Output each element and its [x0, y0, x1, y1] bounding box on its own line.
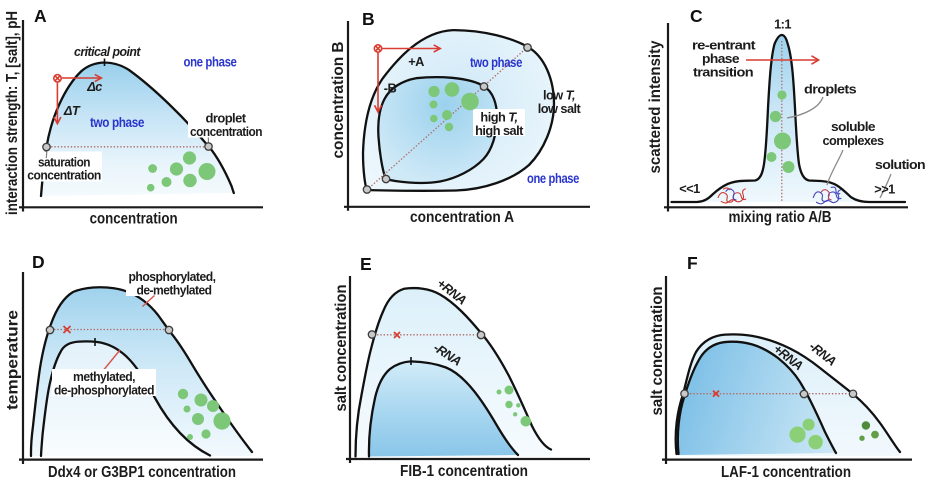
- svg-text:A: A: [34, 6, 47, 26]
- svg-text:two phase: two phase: [90, 115, 145, 130]
- svg-text:-B: -B: [384, 81, 397, 96]
- svg-text:B: B: [362, 9, 375, 29]
- svg-text:two phase: two phase: [470, 55, 523, 70]
- svg-text:transition: transition: [693, 65, 754, 80]
- svg-text:concentration: concentration: [190, 124, 263, 139]
- svg-text:>>1: >>1: [874, 182, 895, 197]
- svg-text:concentration: concentration: [27, 168, 101, 183]
- svg-text:E: E: [360, 254, 372, 274]
- svg-text:solution: solution: [875, 157, 926, 172]
- svg-text:ΔT: ΔT: [63, 103, 81, 118]
- svg-text:mixing ratio A/B: mixing ratio A/B: [729, 209, 832, 226]
- svg-text:phosphorylated,: phosphorylated,: [129, 269, 216, 284]
- svg-text:<<1: <<1: [679, 181, 700, 196]
- svg-text:low T,: low T,: [543, 88, 575, 103]
- svg-text:1:1: 1:1: [774, 17, 791, 32]
- svg-text:salt concentration: salt concentration: [649, 287, 666, 416]
- svg-text:one phase: one phase: [527, 171, 580, 186]
- svg-text:re-entrant: re-entrant: [692, 38, 756, 53]
- svg-text:C: C: [690, 6, 703, 26]
- svg-text:saturation: saturation: [38, 155, 91, 170]
- svg-text:FIB-1 concentration: FIB-1 concentration: [400, 463, 528, 480]
- svg-text:F: F: [687, 253, 698, 273]
- svg-text:critical point: critical point: [74, 44, 141, 59]
- svg-text:concentration A: concentration A: [410, 209, 514, 226]
- svg-text:methylated,: methylated,: [73, 369, 135, 384]
- svg-text:interaction strength: T, [salt: interaction strength: T, [salt], pH: [4, 11, 21, 215]
- svg-text:complexes: complexes: [823, 133, 884, 148]
- svg-text:high T,: high T,: [480, 110, 517, 125]
- svg-text:one phase: one phase: [184, 55, 238, 70]
- svg-text:LAF-1 concentration: LAF-1 concentration: [721, 464, 851, 481]
- svg-text:de-methylated: de-methylated: [137, 283, 212, 298]
- svg-text:high salt: high salt: [475, 123, 524, 138]
- svg-text:+A: +A: [408, 54, 424, 69]
- svg-text:droplets: droplets: [804, 82, 856, 97]
- svg-text:Δc: Δc: [86, 79, 102, 94]
- svg-text:droplet: droplet: [206, 111, 247, 126]
- svg-text:scattered intensity: scattered intensity: [647, 40, 664, 173]
- svg-text:concentration: concentration: [90, 211, 178, 228]
- svg-text:temperature: temperature: [5, 310, 22, 410]
- svg-text:de-phosphorylated: de-phosphorylated: [54, 383, 154, 398]
- svg-text:salt concentration: salt concentration: [333, 285, 350, 412]
- svg-text:Ddx4 or G3BP1 concentration: Ddx4 or G3BP1 concentration: [48, 464, 236, 481]
- svg-text:D: D: [32, 252, 45, 272]
- svg-text:soluble: soluble: [831, 119, 875, 134]
- svg-text:concentration B: concentration B: [330, 41, 347, 158]
- svg-text:low salt: low salt: [538, 101, 582, 116]
- svg-text:phase: phase: [702, 51, 739, 66]
